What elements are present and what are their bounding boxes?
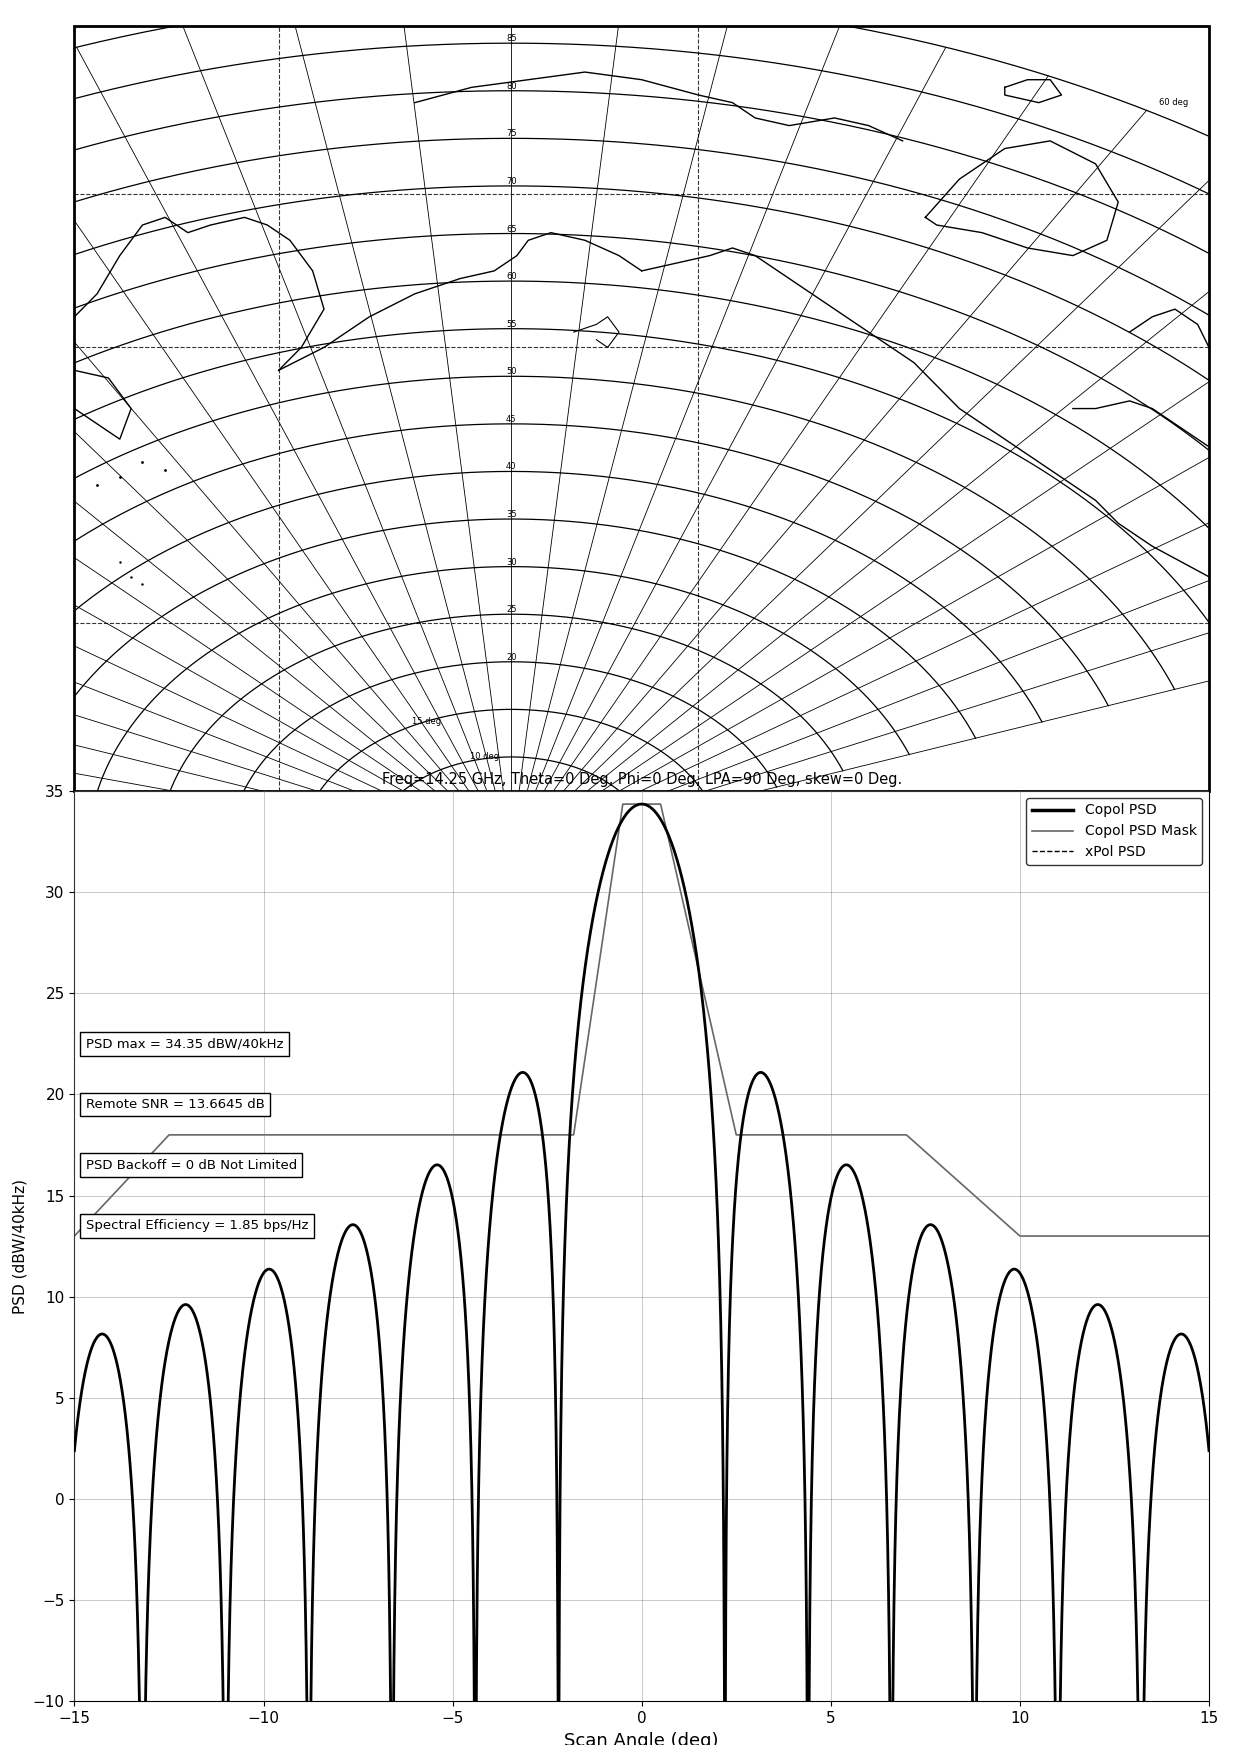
Copol PSD Mask bbox=[1202, 1225, 1216, 1246]
Copol PSD bbox=[133, 1731, 148, 1745]
Copol PSD Mask bbox=[67, 1225, 82, 1246]
Text: PSD Backoff = 0 dB Not Limited: PSD Backoff = 0 dB Not Limited bbox=[86, 1159, 298, 1171]
Text: 20: 20 bbox=[506, 653, 517, 661]
Text: 85: 85 bbox=[506, 35, 517, 44]
Copol PSD bbox=[1001, 1263, 1016, 1284]
Text: Remote SNR = 13.6645 dB: Remote SNR = 13.6645 dB bbox=[86, 1098, 264, 1112]
Copol PSD bbox=[914, 1225, 929, 1246]
Text: 65: 65 bbox=[506, 225, 517, 234]
Line: Copol PSD Mask: Copol PSD Mask bbox=[74, 804, 1209, 1235]
Legend: Copol PSD, Copol PSD Mask, xPol PSD: Copol PSD, Copol PSD Mask, xPol PSD bbox=[1027, 797, 1202, 866]
Copol PSD Mask bbox=[748, 1124, 763, 1145]
Copol PSD Mask bbox=[999, 1215, 1014, 1235]
X-axis label: Scan Angle (deg): Scan Angle (deg) bbox=[564, 1731, 719, 1745]
Copol PSD bbox=[805, 1429, 820, 1450]
Copol PSD bbox=[501, 1087, 516, 1108]
Text: 25: 25 bbox=[506, 606, 517, 614]
Text: 55: 55 bbox=[506, 319, 517, 328]
Text: 10 deg: 10 deg bbox=[470, 752, 498, 761]
Copol PSD Mask bbox=[805, 1124, 820, 1145]
Text: 90 S-15: 90 S-15 bbox=[534, 820, 565, 831]
Text: 60: 60 bbox=[506, 272, 517, 281]
Text: 45: 45 bbox=[506, 415, 517, 424]
Copol PSD Mask bbox=[914, 1138, 929, 1159]
Text: 30: 30 bbox=[506, 558, 517, 567]
Copol PSD bbox=[67, 1440, 82, 1461]
Text: 70: 70 bbox=[506, 176, 517, 187]
Text: 75: 75 bbox=[506, 129, 517, 138]
Text: 35: 35 bbox=[506, 510, 517, 518]
Copol PSD bbox=[1202, 1440, 1216, 1461]
Copol PSD Mask bbox=[615, 794, 630, 815]
Y-axis label: PSD (dBW/40kHz): PSD (dBW/40kHz) bbox=[12, 1178, 27, 1314]
Title: Freq=14.25 GHz, Theta=0 Deg, Phi=0 Deg, LPA=90 Deg, skew=0 Deg.: Freq=14.25 GHz, Theta=0 Deg, Phi=0 Deg, … bbox=[382, 771, 901, 787]
Copol PSD Mask bbox=[501, 1124, 516, 1145]
Text: 80: 80 bbox=[506, 82, 517, 91]
Text: PSD max = 34.35 dBW/40kHz: PSD max = 34.35 dBW/40kHz bbox=[86, 1037, 283, 1050]
Copol PSD bbox=[634, 794, 649, 815]
Text: 15 deg: 15 deg bbox=[412, 717, 441, 726]
Text: 40: 40 bbox=[506, 462, 517, 471]
Text: 50: 50 bbox=[506, 366, 517, 377]
Copol PSD bbox=[748, 1066, 763, 1087]
Text: 60 deg: 60 deg bbox=[1158, 98, 1188, 108]
Text: Spectral Efficiency = 1.85 bps/Hz: Spectral Efficiency = 1.85 bps/Hz bbox=[86, 1220, 309, 1232]
Copol PSD Mask bbox=[273, 1124, 288, 1145]
Text: FIG. 1: FIG. 1 bbox=[596, 838, 687, 866]
Line: Copol PSD: Copol PSD bbox=[74, 804, 1209, 1742]
Copol PSD bbox=[273, 1276, 288, 1297]
